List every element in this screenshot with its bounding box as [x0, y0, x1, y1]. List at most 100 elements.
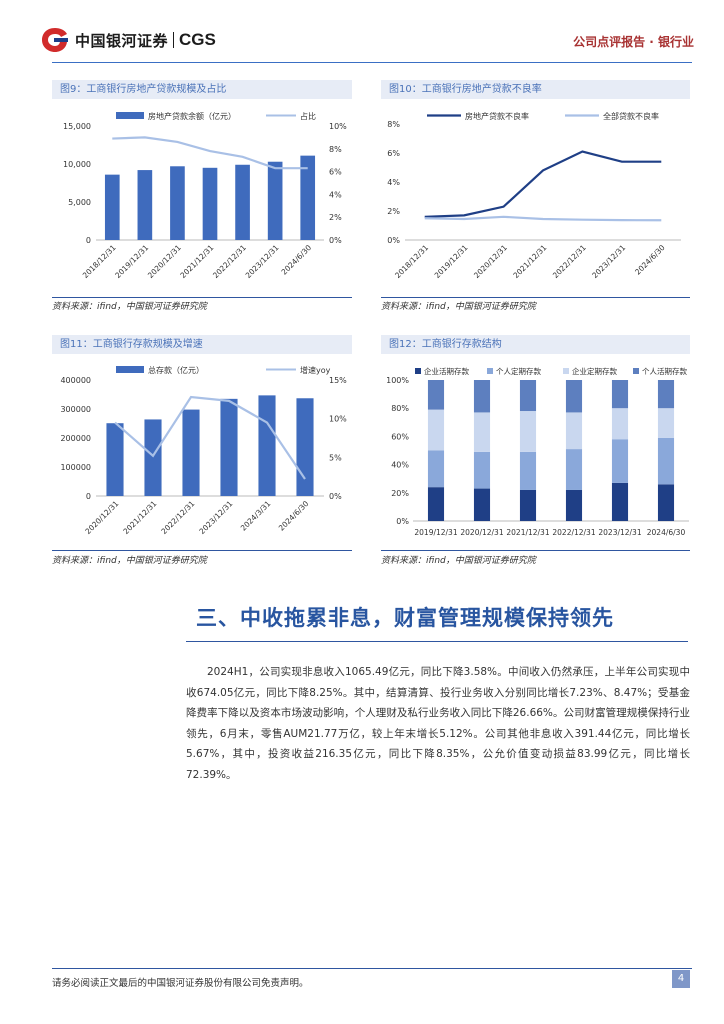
stacked-bar-segment — [473, 451, 491, 489]
stacked-bar-segment — [427, 380, 445, 410]
stacked-bar-segment — [427, 450, 445, 488]
bar — [144, 419, 162, 496]
figure-10-title: 图10：工商银行房地产贷款不良率 — [381, 80, 690, 99]
stacked-bar-segment — [519, 411, 537, 452]
cgs-logo-icon — [42, 28, 68, 52]
x-tick-label: 2024/6/30 — [277, 499, 311, 533]
x-tick-label: 2023/12/31 — [598, 528, 641, 537]
legend-swatch-bar — [116, 112, 144, 119]
bar — [137, 170, 153, 240]
stacked-bar-segment — [565, 489, 583, 521]
x-tick-label: 2020/12/31 — [83, 499, 120, 536]
x-tick-label: 2019/12/31 — [433, 243, 470, 280]
y2-tick-label: 8% — [329, 145, 342, 154]
figure-11-rule — [52, 550, 352, 551]
x-tick-label: 2020/12/31 — [472, 243, 509, 280]
y-tick-label: 10,000 — [63, 160, 91, 169]
y-tick-label: 60% — [391, 432, 409, 441]
x-tick-label: 2018/12/31 — [393, 243, 430, 280]
bar — [202, 167, 218, 240]
brand-name-en: CGS — [179, 30, 216, 49]
legend-label-bar: 房地产贷款余额（亿元） — [148, 111, 236, 121]
page-header: 中国银河证券 CGS 公司点评报告 · 银行业 — [0, 0, 724, 60]
figure-12-source: 资料来源：ifind，中国银河证券研究院 — [381, 556, 536, 566]
brand-logo: 中国银河证券 CGS — [40, 26, 216, 54]
y-tick-label: 0 — [86, 492, 91, 501]
stacked-bar-segment — [565, 449, 583, 490]
x-tick-label: 2024/6/30 — [647, 528, 686, 537]
y-tick-label: 8% — [387, 120, 400, 129]
figure-11-chart: 总存款（亿元） 增速yoy 0 100000 200000 300000 400000 0% 5… — [60, 365, 347, 536]
figure-12-title: 图12：工商银行存款结构 — [381, 335, 690, 354]
y-tick-label: 0% — [387, 236, 400, 245]
y2-tick-label: 10% — [329, 122, 347, 131]
x-tick-label: 2023/12/31 — [244, 243, 281, 280]
x-tick-label: 2024/3/31 — [239, 499, 273, 533]
bar — [296, 398, 314, 496]
x-tick-label: 2020/12/31 — [146, 243, 183, 280]
line-series — [424, 215, 662, 222]
line-series — [114, 395, 306, 480]
y-tick-label: 300000 — [60, 405, 91, 414]
bar — [182, 409, 200, 496]
stacked-bar-segment — [565, 412, 583, 450]
stacked-bar-segment — [657, 380, 675, 409]
x-tick-label: 2023/12/31 — [197, 499, 234, 536]
header-divider — [52, 62, 692, 63]
y-tick-label: 80% — [391, 404, 409, 413]
legend-label: 全部贷款不良率 — [603, 111, 659, 121]
stacked-bar-segment — [473, 380, 491, 413]
legend-swatch — [487, 368, 493, 374]
x-tick-label: 2019/12/31 — [414, 528, 457, 537]
legend-label: 企业定期存款 — [572, 366, 617, 376]
stacked-bar-segment — [427, 487, 445, 521]
legend-swatch — [563, 368, 569, 374]
section-divider — [186, 641, 688, 642]
figure-9-chart: 房地产贷款余额（亿元） 占比 0 5,000 10,000 15,000 0% 2% 4% 6% 8… — [63, 111, 347, 280]
brand-divider — [173, 32, 175, 48]
stacked-bar-segment — [519, 451, 537, 490]
x-tick-label: 2024/6/30 — [280, 243, 314, 277]
bar — [258, 395, 276, 496]
y-tick-label: 5,000 — [68, 198, 91, 207]
bar — [220, 398, 238, 496]
section-title: 三、中收拖累非息，财富管理规模保持领先 — [196, 606, 614, 630]
y2-tick-label: 15% — [329, 376, 347, 385]
y-tick-label: 2% — [387, 207, 400, 216]
figure-12-chart: 企业活期存款 个人定期存款 企业定期存款 个人活期存款 0% 20% 40% 60% 80% 10… — [386, 366, 689, 537]
stacked-bar-segment — [657, 484, 675, 521]
footer-disclaimer: 请务必阅读正文最后的中国银河证券股份有限公司免责声明。 — [52, 978, 309, 989]
y-tick-label: 20% — [391, 489, 409, 498]
legend-label-line: 占比 — [300, 111, 316, 121]
figure-9-source: 资料来源：ifind，中国银河证券研究院 — [52, 302, 207, 312]
legend-label: 个人活期存款 — [642, 366, 687, 376]
footer-divider — [52, 968, 692, 969]
bar — [235, 164, 250, 240]
y-tick-label: 400000 — [60, 376, 91, 385]
y-tick-label: 100% — [386, 376, 409, 385]
y2-tick-label: 2% — [329, 213, 342, 222]
brand-name-cn: 中国银河证券 — [75, 31, 169, 50]
legend-label: 房地产贷款不良率 — [465, 111, 529, 121]
x-tick-label: 2022/12/31 — [211, 243, 248, 280]
stacked-bar-segment — [427, 409, 445, 451]
x-tick-label: 2021/12/31 — [121, 499, 158, 536]
stacked-bar-segment — [611, 439, 629, 483]
legend-swatch-bar — [116, 366, 144, 373]
stacked-bar-segment — [565, 380, 583, 413]
y-tick-label: 15,000 — [63, 122, 91, 131]
figure-10-source: 资料来源：ifind，中国银河证券研究院 — [381, 302, 536, 312]
stacked-bar-segment — [519, 380, 537, 412]
x-tick-label: 2022/12/31 — [551, 243, 588, 280]
report-type: 公司点评报告 · 银行业 — [573, 35, 694, 49]
bar — [104, 174, 120, 240]
bar — [267, 161, 283, 240]
legend-label: 企业活期存款 — [424, 366, 469, 376]
figure-9-rule — [52, 297, 352, 298]
page-number: 4 — [672, 970, 690, 988]
x-tick-label: 2023/12/31 — [590, 243, 627, 280]
stacked-bar-segment — [473, 412, 491, 452]
y2-tick-label: 6% — [329, 168, 342, 177]
legend-swatch — [415, 368, 421, 374]
figure-10-rule — [381, 297, 690, 298]
